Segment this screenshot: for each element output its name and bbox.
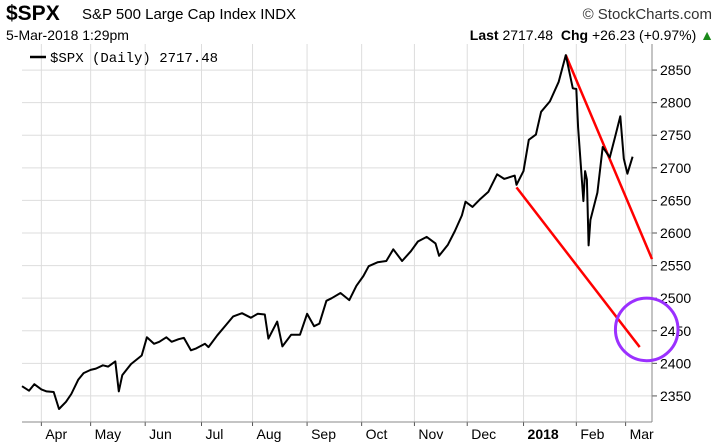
index-full-name: S&P 500 Large Cap Index (82, 6, 257, 23)
x-tick-label: Dec (471, 426, 496, 442)
index-name: S&P 500 Large Cap Index INDX (82, 6, 296, 23)
price-line (21, 54, 634, 410)
x-axis: Apr May Jun Jul Aug Sep Oct Nov Dec 2018 Feb Mar (22, 421, 654, 442)
target-circle (613, 296, 680, 363)
x-tick-label: Jul (205, 426, 223, 442)
x-tick-label: Sep (311, 426, 336, 442)
x-tick-label: Jun (149, 426, 172, 442)
quote-summary: Last 2717.48 Chg +26.23 (+0.97%) ▲ (470, 27, 714, 43)
y-tick-label: 2550 (660, 258, 691, 274)
y-tick-label: 2700 (660, 160, 691, 176)
x-tick-label: Feb (580, 426, 604, 442)
y-tick-label: 2850 (660, 62, 691, 78)
y-tick-label: 2800 (660, 95, 691, 111)
y-tick-label: 2400 (660, 355, 691, 371)
last-value: 2717.48 (502, 27, 554, 43)
quote-date: 5-Mar-2018 1:29pm (6, 27, 129, 43)
x-tick-label: Aug (257, 426, 282, 442)
y-tick-label: 2450 (660, 323, 691, 339)
y-tick-label: 2750 (660, 127, 691, 143)
legend: $SPX (Daily) 2717.48 (30, 51, 218, 67)
brand-watermark[interactable]: © StockCharts.com (582, 6, 712, 23)
y-tick-label: 2500 (660, 290, 691, 306)
ticker-symbol: $SPX (6, 2, 60, 25)
y-tick-label: 2650 (660, 192, 691, 208)
up-arrow-icon: ▲ (700, 27, 714, 43)
y-tick-label: 2600 (660, 225, 691, 241)
chg-label: Chg (560, 27, 589, 43)
legend-label: $SPX (Daily) 2717.48 (50, 51, 218, 67)
chg-value: +26.23 (+0.97%) (591, 27, 697, 43)
plot-area (21, 54, 680, 410)
x-tick-label: May (95, 426, 121, 442)
x-tick-label: Oct (366, 426, 388, 442)
x-tick-label: Mar (630, 426, 654, 442)
x-tick-label: Nov (418, 426, 443, 442)
x-tick-label: 2018 (528, 426, 559, 442)
x-tick-label: Apr (45, 426, 67, 442)
y-tick-label: 2350 (660, 388, 691, 404)
exchange-code: INDX (260, 6, 297, 23)
lower-channel-line (515, 186, 641, 348)
last-label: Last (469, 27, 499, 43)
y-axis: 2350 2400 2450 2500 2550 2600 2650 2700 2750 2800… (651, 44, 691, 422)
